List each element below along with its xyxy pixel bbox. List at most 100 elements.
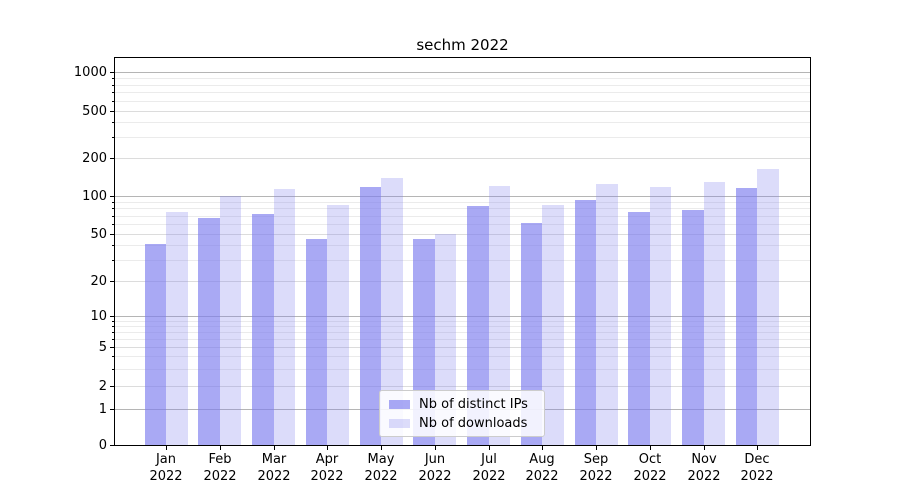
gridline bbox=[115, 339, 810, 340]
bar-downloads-oct bbox=[649, 187, 672, 445]
gridline bbox=[115, 386, 810, 387]
x-tick-label-apr: Apr 2022 bbox=[310, 452, 344, 484]
bar-ips-mar bbox=[252, 214, 274, 445]
y-tick-mark bbox=[110, 281, 114, 282]
gridline bbox=[115, 158, 810, 159]
gridline bbox=[115, 202, 810, 203]
y-tick-label: 500 bbox=[82, 104, 107, 119]
x-tick-mark bbox=[327, 446, 328, 450]
y-tick-label: 0 bbox=[98, 438, 107, 453]
x-tick-mark bbox=[542, 446, 543, 450]
y-tick-mark bbox=[110, 196, 114, 197]
y-minor-tick-mark bbox=[112, 339, 114, 340]
legend-label-downloads: Nb of downloads bbox=[419, 416, 528, 431]
gridline bbox=[115, 321, 810, 322]
y-tick-label: 2 bbox=[98, 379, 107, 394]
y-minor-tick-mark bbox=[112, 245, 114, 246]
y-minor-tick-mark bbox=[112, 208, 114, 209]
x-tick-mark bbox=[757, 446, 758, 450]
y-tick-mark bbox=[110, 158, 114, 159]
gridline bbox=[115, 111, 810, 112]
y-minor-tick-mark bbox=[112, 122, 114, 123]
y-tick-mark bbox=[110, 347, 114, 348]
gridline bbox=[115, 234, 810, 235]
y-tick-label: 5 bbox=[98, 340, 107, 355]
bar-downloads-nov bbox=[703, 182, 725, 445]
y-minor-tick-mark bbox=[112, 321, 114, 322]
gridline bbox=[115, 137, 810, 138]
gridline bbox=[115, 122, 810, 123]
gridline bbox=[115, 92, 810, 93]
bar-downloads-jul bbox=[488, 186, 510, 445]
y-minor-tick-mark bbox=[112, 137, 114, 138]
x-tick-mark bbox=[596, 446, 597, 450]
gridline bbox=[115, 316, 810, 317]
y-tick-label: 200 bbox=[82, 151, 107, 166]
y-tick-label: 20 bbox=[90, 274, 107, 289]
y-tick-mark bbox=[110, 111, 114, 112]
x-tick-mark bbox=[489, 446, 490, 450]
bar-downloads-may bbox=[381, 178, 403, 445]
y-minor-tick-mark bbox=[112, 101, 114, 102]
x-tick-mark bbox=[650, 446, 651, 450]
gridline bbox=[115, 260, 810, 261]
y-tick-label: 1000 bbox=[73, 65, 107, 80]
gridline bbox=[115, 332, 810, 333]
bar-downloads-mar bbox=[273, 189, 295, 445]
gridline bbox=[115, 208, 810, 209]
bottom-spine bbox=[114, 445, 811, 446]
bar-ips-sep bbox=[574, 200, 596, 445]
x-tick-label-jan: Jan 2022 bbox=[149, 452, 183, 484]
y-minor-tick-mark bbox=[112, 369, 114, 370]
y-tick-mark bbox=[110, 386, 114, 387]
x-tick-label-aug: Aug 2022 bbox=[525, 452, 559, 484]
y-tick-mark bbox=[110, 445, 114, 446]
y-tick-mark bbox=[110, 72, 114, 73]
bar-ips-dec bbox=[735, 188, 758, 445]
legend-swatch-downloads bbox=[389, 419, 410, 428]
y-minor-tick-mark bbox=[112, 326, 114, 327]
legend-swatch-distinct-ips bbox=[389, 400, 410, 409]
bar-downloads-jan bbox=[166, 212, 188, 445]
x-tick-label-dec: Dec 2022 bbox=[740, 452, 774, 484]
legend-item-distinct-ips: Nb of distinct IPs bbox=[389, 397, 535, 412]
y-minor-tick-mark bbox=[112, 260, 114, 261]
y-minor-tick-mark bbox=[112, 216, 114, 217]
gridline bbox=[115, 72, 810, 73]
bar-downloads-sep bbox=[596, 184, 618, 445]
gridline bbox=[115, 245, 810, 246]
bar-ips-may bbox=[359, 187, 381, 445]
y-tick-label: 100 bbox=[82, 189, 107, 204]
bar-downloads-dec bbox=[757, 169, 779, 445]
gridline bbox=[115, 224, 810, 225]
y-tick-label: 50 bbox=[90, 227, 107, 242]
x-tick-label-feb: Feb 2022 bbox=[203, 452, 237, 484]
bar-downloads-aug bbox=[542, 205, 564, 445]
x-tick-label-oct: Oct 2022 bbox=[633, 452, 667, 484]
right-spine bbox=[810, 58, 811, 446]
y-tick-mark bbox=[110, 409, 114, 410]
gridline bbox=[115, 369, 810, 370]
bar-ips-apr bbox=[305, 239, 328, 445]
x-tick-mark bbox=[381, 446, 382, 450]
y-minor-tick-mark bbox=[112, 356, 114, 357]
bar-ips-aug bbox=[520, 223, 543, 445]
bar-downloads-apr bbox=[327, 205, 349, 445]
y-minor-tick-mark bbox=[112, 92, 114, 93]
y-minor-tick-mark bbox=[112, 224, 114, 225]
bar-ips-oct bbox=[628, 212, 650, 445]
y-minor-tick-mark bbox=[112, 78, 114, 79]
bar-downloads-feb bbox=[219, 196, 242, 445]
gridline bbox=[115, 85, 810, 86]
left-spine bbox=[114, 58, 115, 446]
x-tick-mark bbox=[435, 446, 436, 450]
y-tick-mark bbox=[110, 316, 114, 317]
x-tick-label-nov: Nov 2022 bbox=[687, 452, 721, 484]
bar-ips-jan bbox=[144, 244, 166, 445]
y-tick-label: 10 bbox=[90, 309, 107, 324]
legend: Nb of distinct IPs Nb of downloads bbox=[379, 390, 545, 437]
x-tick-label-may: May 2022 bbox=[364, 452, 398, 484]
chart-title: sechm 2022 bbox=[416, 36, 509, 54]
x-tick-label-jun: Jun 2022 bbox=[418, 452, 452, 484]
